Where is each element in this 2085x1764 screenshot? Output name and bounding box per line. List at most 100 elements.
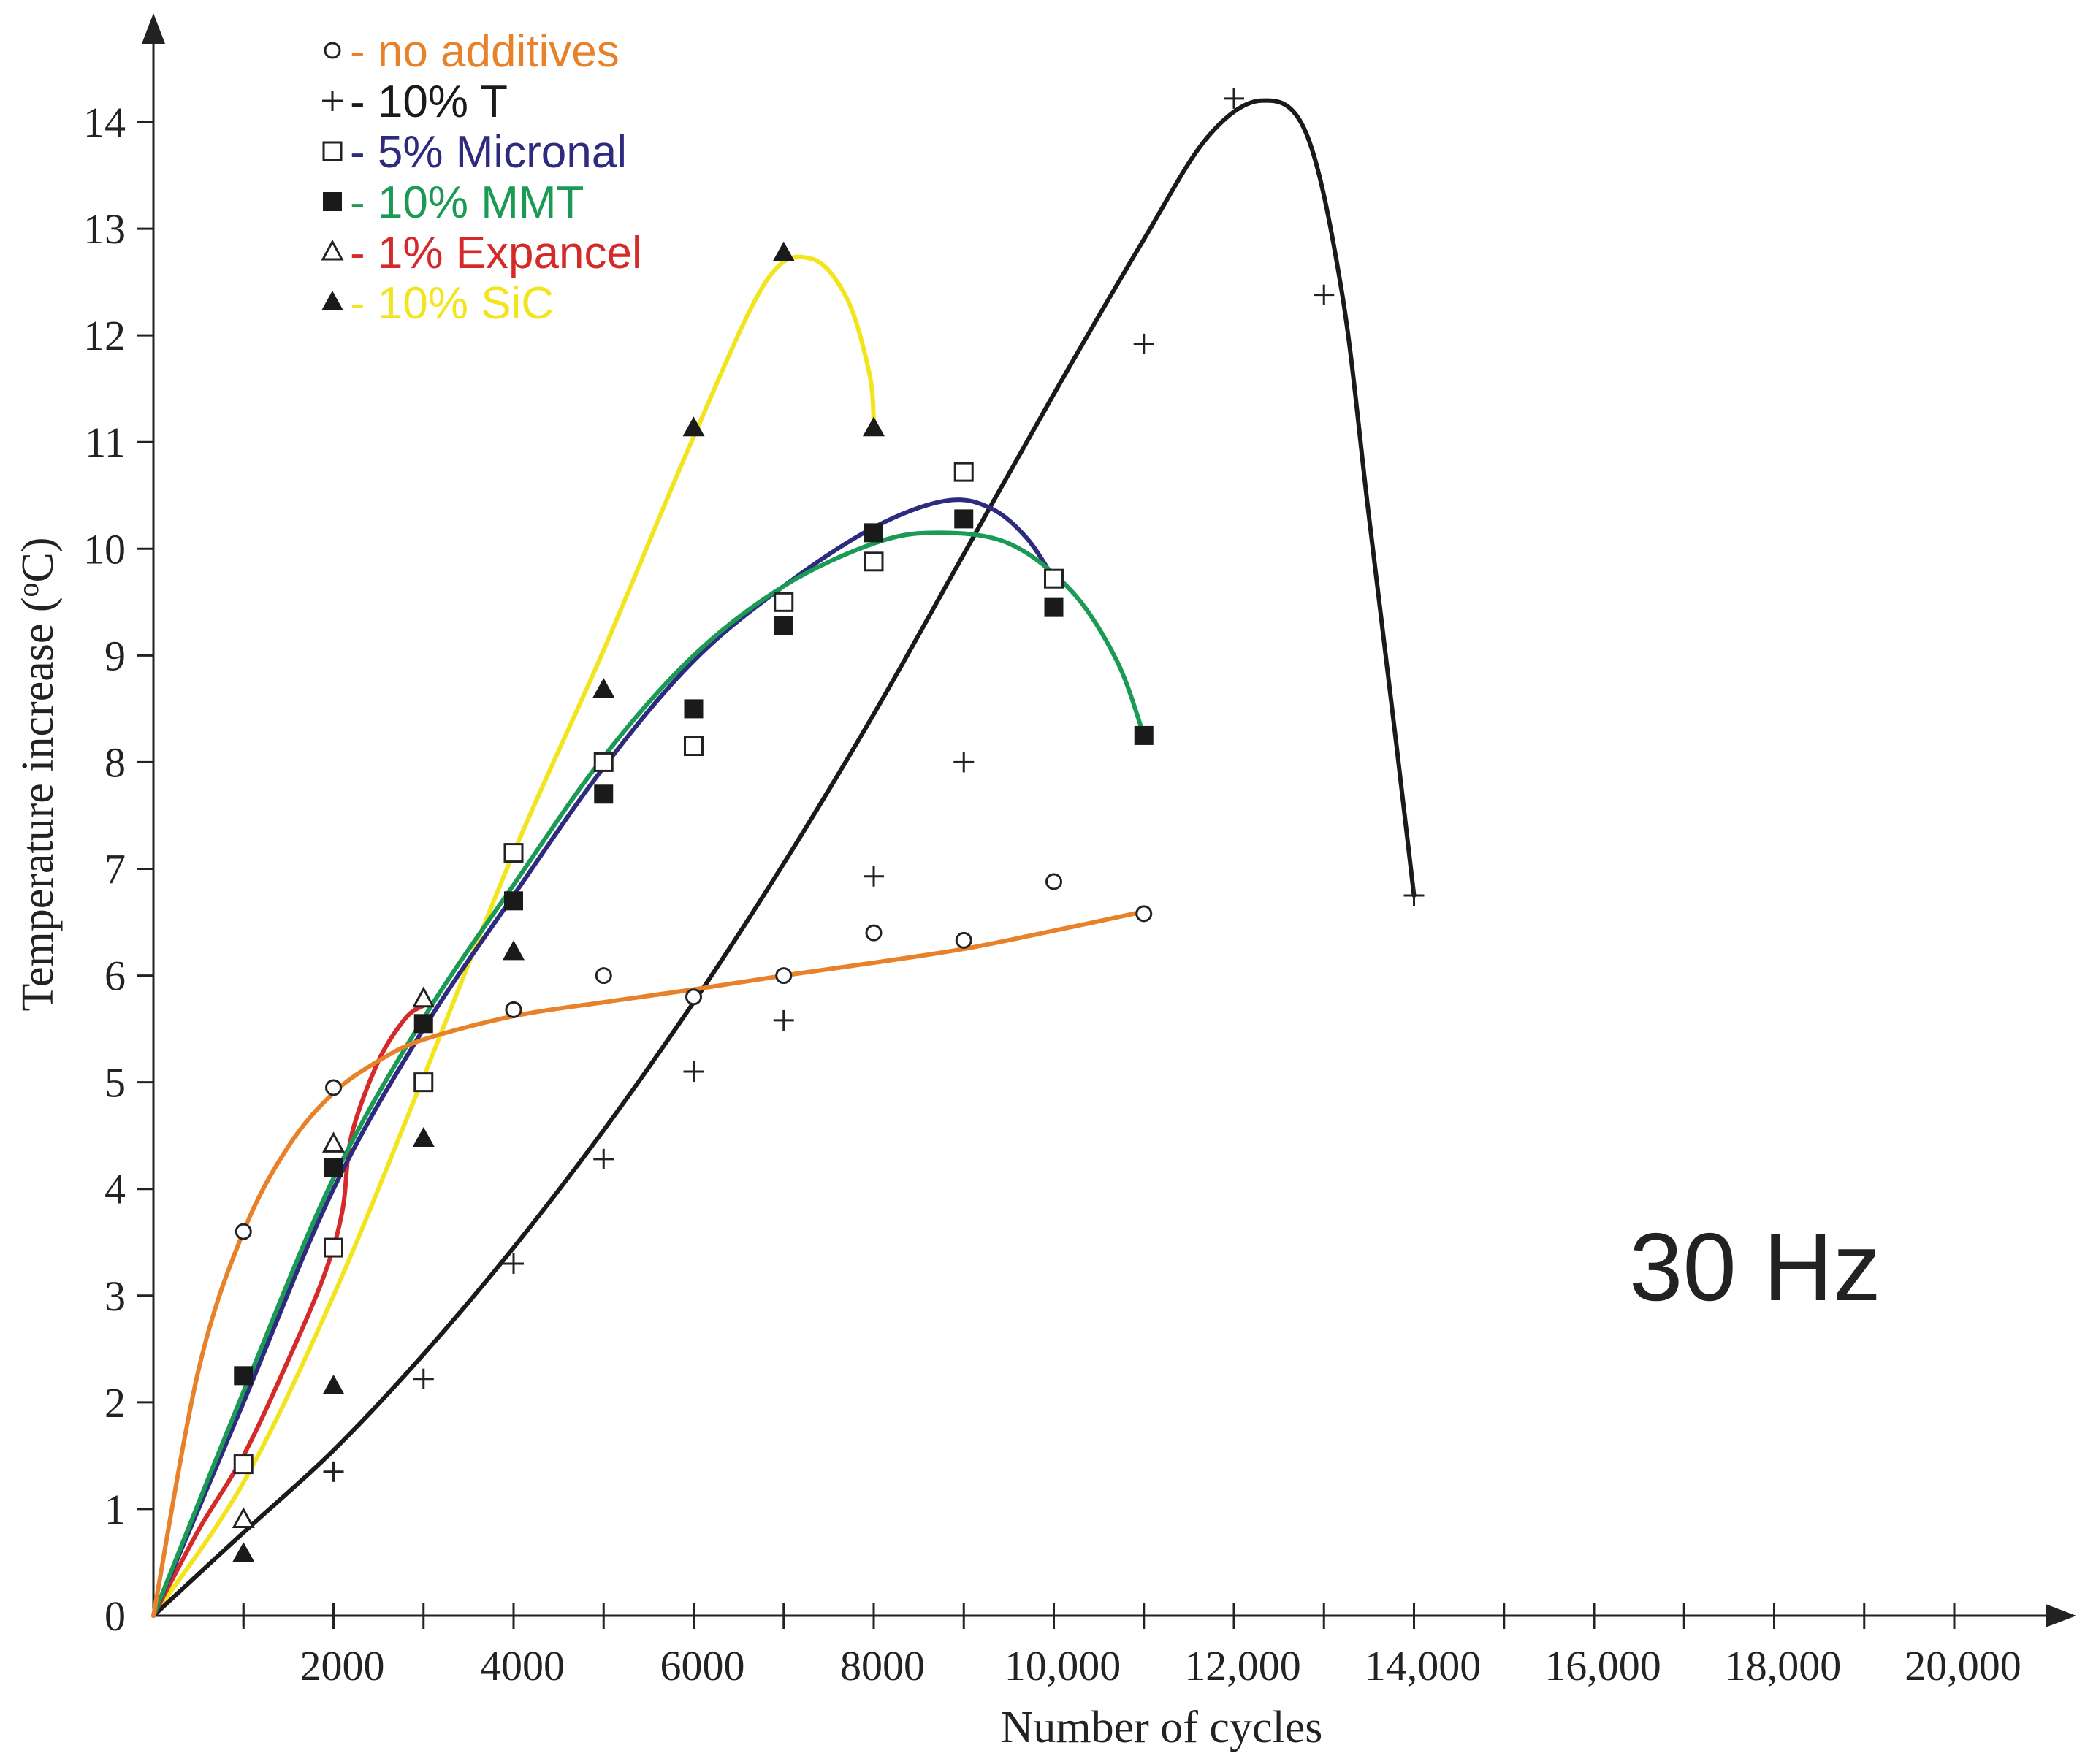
x-tick-label: 2000 xyxy=(300,1642,385,1689)
y-tick-label: 8 xyxy=(104,738,126,786)
data-point-5pct-micronal xyxy=(324,1237,343,1258)
y-tick-label: 9 xyxy=(104,632,126,679)
data-point-10pct-mmt xyxy=(774,616,793,635)
data-point-5pct-micronal xyxy=(684,736,704,757)
y-tick-label: 10 xyxy=(83,525,126,573)
data-point-10pct-mmt xyxy=(594,784,614,804)
y-tick-label: 11 xyxy=(85,419,126,466)
data-point-10pct-t xyxy=(1224,88,1244,109)
legend-marker-10pct-t xyxy=(322,91,343,111)
legend-marker-no-additives xyxy=(324,42,341,59)
data-point-10pct-t xyxy=(1133,333,1154,354)
data-point-10pct-sic xyxy=(592,678,615,698)
legend-marker-10pct-sic xyxy=(321,291,343,310)
data-point-5pct-micronal xyxy=(413,1072,434,1093)
legend: - no additives- 10% T- 5% Micronal- 10% … xyxy=(321,26,642,329)
x-axis-title: Number of cycles xyxy=(1001,1703,1323,1752)
fit-curve-10pct-mmt xyxy=(151,530,1146,1618)
legend-label-no-additives: - no additives xyxy=(350,26,620,77)
data-markers xyxy=(232,88,1425,1626)
data-point-no-additives xyxy=(865,924,883,942)
y-tick-label: 3 xyxy=(104,1272,126,1320)
data-point-10pct-mmt xyxy=(504,891,523,911)
data-point-no-additives xyxy=(685,988,702,1006)
data-point-10pct-sic xyxy=(503,940,525,961)
fit-curves xyxy=(151,98,1417,1618)
y-tick-label: 2 xyxy=(104,1379,126,1427)
data-point-no-additives xyxy=(1045,873,1062,890)
x-tick-label: 12,000 xyxy=(1184,1642,1301,1689)
x-tick-label: 6000 xyxy=(660,1642,745,1689)
data-point-5pct-micronal xyxy=(864,551,884,572)
data-point-no-additives xyxy=(235,1223,252,1240)
y-axis-title: Temperature increase (oC) xyxy=(12,537,63,1011)
x-tick-label: 20,000 xyxy=(1905,1642,2021,1689)
x-axis-ticks: 2000 4000 6000 8000 10,000 12,000 14,000 16,000… xyxy=(242,1603,2021,1689)
data-point-10pct-t xyxy=(413,1368,434,1389)
fit-curve-1pct-expancel xyxy=(151,1003,426,1618)
data-point-10pct-t xyxy=(503,1253,524,1274)
fit-curve-10pct-t xyxy=(151,98,1417,1618)
data-point-no-additives xyxy=(595,967,612,985)
fit-curve-10pct-sic xyxy=(151,254,876,1618)
frequency-annotation: 30 Hz xyxy=(1629,1213,1881,1321)
y-tick-label: 0 xyxy=(104,1592,126,1640)
legend-marker-10pct-mmt xyxy=(323,192,342,211)
x-tick-label: 10,000 xyxy=(1005,1642,1121,1689)
y-tick-label: 1 xyxy=(104,1486,126,1533)
fit-curve-5pct-micronal xyxy=(151,497,1056,1618)
data-point-1pct-expancel xyxy=(412,986,435,1008)
data-point-1pct-expancel xyxy=(321,1131,346,1153)
data-point-no-additives xyxy=(505,1001,522,1018)
data-point-5pct-micronal xyxy=(953,462,974,482)
y-tick-label: 12 xyxy=(83,312,126,359)
data-point-10pct-t xyxy=(864,866,884,887)
data-point-10pct-mmt xyxy=(1134,725,1154,745)
data-point-5pct-micronal xyxy=(1044,568,1064,589)
data-point-10pct-t xyxy=(773,1009,794,1031)
data-point-10pct-mmt xyxy=(864,523,883,543)
legend-label-1pct-expancel: - 1% Expancel xyxy=(350,228,642,278)
y-tick-label: 7 xyxy=(104,846,126,893)
data-point-10pct-mmt xyxy=(234,1366,254,1386)
data-point-no-additives xyxy=(955,931,972,949)
data-point-10pct-t xyxy=(593,1148,614,1169)
data-point-10pct-mmt xyxy=(324,1158,343,1177)
data-point-10pct-t xyxy=(233,1605,254,1626)
data-point-10pct-t xyxy=(683,1061,704,1083)
data-point-10pct-sic xyxy=(412,1127,435,1148)
y-axis-arrow xyxy=(142,13,165,44)
data-point-5pct-micronal xyxy=(593,752,614,772)
x-tick-label: 18,000 xyxy=(1725,1642,1842,1689)
legend-marker-1pct-expancel xyxy=(321,239,344,261)
data-point-10pct-sic xyxy=(232,1542,255,1562)
x-tick-label: 8000 xyxy=(840,1642,925,1689)
y-tick-label: 4 xyxy=(104,1166,126,1213)
x-tick-label: 16,000 xyxy=(1544,1642,1661,1689)
data-point-10pct-sic xyxy=(682,416,705,437)
data-point-10pct-sic xyxy=(863,416,885,437)
data-point-10pct-t xyxy=(1403,885,1425,906)
data-point-no-additives xyxy=(1135,905,1153,923)
y-tick-label: 14 xyxy=(83,99,126,146)
data-point-10pct-sic xyxy=(772,241,795,261)
y-tick-label: 5 xyxy=(104,1059,126,1107)
data-point-5pct-micronal xyxy=(774,592,794,612)
axes xyxy=(142,13,2076,1627)
data-point-1pct-expancel xyxy=(232,1507,255,1529)
y-tick-label: 6 xyxy=(104,952,126,1000)
data-point-5pct-micronal xyxy=(503,843,524,863)
x-tick-label: 4000 xyxy=(480,1642,565,1689)
data-point-no-additives xyxy=(325,1079,342,1096)
x-axis-arrow xyxy=(2046,1604,2076,1627)
data-point-no-additives xyxy=(775,967,793,985)
data-point-10pct-t xyxy=(323,1461,344,1482)
y-tick-label: 13 xyxy=(83,205,126,253)
legend-label-10pct-mmt: - 10% MMT xyxy=(350,177,584,228)
data-point-10pct-t xyxy=(1314,284,1335,305)
data-point-10pct-mmt xyxy=(1044,597,1064,617)
data-point-10pct-mmt xyxy=(413,1014,433,1034)
data-point-10pct-t xyxy=(953,752,975,773)
